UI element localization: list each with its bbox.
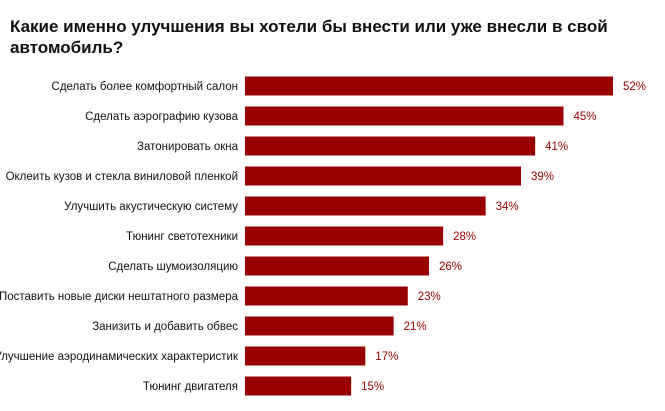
value-label: 23% — [418, 291, 441, 303]
value-label: 52% — [623, 81, 646, 93]
bars-layer — [245, 76, 613, 396]
value-label: 39% — [531, 171, 554, 183]
bar-4 — [245, 166, 521, 186]
bar-6 — [245, 226, 444, 246]
category-label: Оклеить кузов и стекла виниловой пленкой — [6, 171, 238, 183]
category-label: Улучшение аэродинамических характеристик — [0, 351, 239, 363]
category-label: Тюнинг двигателя — [143, 381, 238, 393]
value-label: 28% — [453, 231, 476, 243]
value-label: 21% — [404, 321, 427, 333]
category-label: Сделать аэрографию кузова — [85, 111, 239, 123]
value-labels: 52% 45% 41% 39% 34% 28% 26% 23% 21% 17% 15% — [361, 81, 646, 393]
bar-2 — [245, 106, 564, 126]
bar-5 — [245, 196, 486, 216]
bar-7 — [245, 256, 429, 276]
category-label: Поставить новые диски нештатного размера — [0, 291, 239, 303]
bar-8 — [245, 286, 408, 306]
bar-10 — [245, 346, 366, 366]
category-label: Сделать шумоизоляцию — [108, 261, 238, 273]
value-label: 17% — [375, 351, 398, 363]
category-label: Улучшить акустическую систему — [64, 201, 238, 213]
bar-3 — [245, 136, 536, 156]
category-label: Сделать более комфортный салон — [52, 81, 238, 93]
category-label: Занизить и добавить обвес — [92, 321, 238, 333]
bar-1 — [245, 76, 613, 96]
category-labels: Сделать более комфортный салон Сделать аэ… — [0, 81, 239, 393]
bar-9 — [245, 316, 394, 336]
value-label: 26% — [439, 261, 462, 273]
value-label: 15% — [361, 381, 384, 393]
bar-11 — [245, 376, 352, 396]
value-label: 34% — [496, 201, 519, 213]
value-label: 45% — [573, 111, 596, 123]
chart-title: Какие именно улучшения вы хотели бы внес… — [10, 17, 608, 57]
value-label: 41% — [545, 141, 568, 153]
category-label: Затонировать окна — [137, 141, 239, 153]
category-label: Тюнинг светотехники — [126, 231, 238, 243]
